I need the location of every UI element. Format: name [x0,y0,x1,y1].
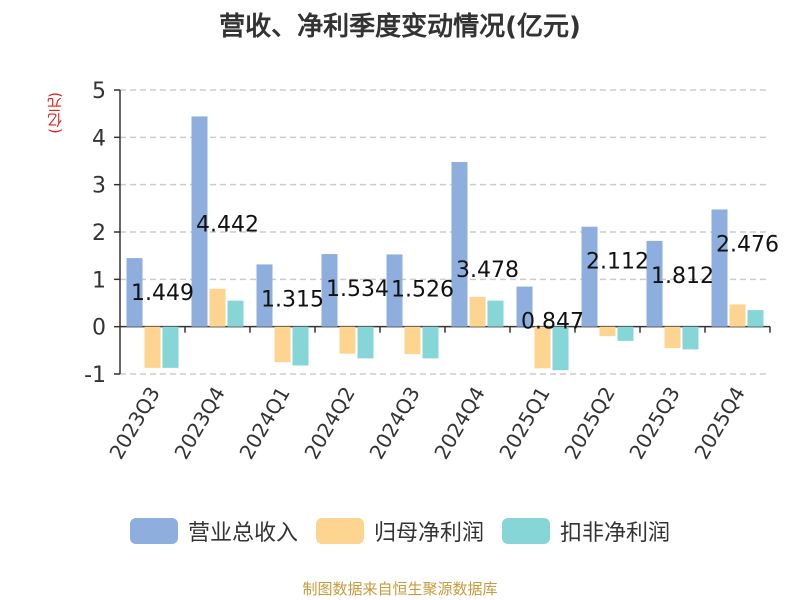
x-tick-label: 2025Q3 [624,383,684,464]
x-tick-label: 2025Q2 [559,383,619,464]
x-tick-label: 2025Q4 [689,383,749,464]
legend-swatch-deducted-profit [502,518,550,544]
bar-deducted-profit [227,300,244,327]
bar-net-profit [729,304,746,327]
data-label: 2.112 [586,250,649,275]
bar-net-profit [664,326,681,348]
bar-revenue [646,240,663,327]
legend-item-revenue[interactable]: 营业总收入 [129,515,298,547]
data-label: 2.476 [716,232,779,257]
x-tick-label: 2024Q1 [234,383,294,464]
bar-revenue [256,264,273,327]
x-tick-label: 2023Q4 [169,383,229,464]
y-tick-label: 2 [92,221,106,246]
x-tick-label: 2024Q3 [364,383,424,464]
x-tick-label: 2024Q4 [429,383,489,464]
x-tick-label: 2023Q3 [104,383,164,464]
bar-revenue [126,258,143,327]
bar-net-profit [534,326,551,369]
bar-net-profit [469,296,486,327]
data-label: 1.449 [131,281,194,306]
legend-label-revenue: 营业总收入 [187,521,298,546]
bar-deducted-profit [357,326,374,359]
bar-deducted-profit [292,326,309,366]
y-tick-label: 0 [92,316,106,341]
bar-deducted-profit [552,326,569,371]
bar-net-profit [209,288,226,327]
bar-deducted-profit [682,326,699,350]
y-tick-label: 4 [92,126,106,151]
bar-net-profit [339,326,356,354]
bar-deducted-profit [617,326,634,341]
bar-revenue [711,209,728,327]
data-label: 0.847 [521,310,584,335]
bar-net-profit [404,326,421,355]
data-label: 3.478 [456,258,519,283]
legend-swatch-net-profit [315,518,364,544]
bar-revenue [516,286,533,327]
bar-deducted-profit [747,310,764,327]
y-tick-label: -1 [84,363,106,388]
bar-revenue [581,226,598,327]
legend-label-deducted-profit: 扣非净利润 [560,521,671,546]
source-note: 制图数据来自恒生聚源数据库 [302,580,498,598]
chart-title: 营收、净利季度变动情况(亿元) [219,12,581,42]
bar-net-profit [144,326,161,368]
legend-item-net-profit[interactable]: 归母净利润 [315,515,484,547]
bar-net-profit [274,326,291,363]
data-label: 1.812 [651,264,714,289]
bar-revenue [321,254,338,327]
data-label: 1.315 [261,287,324,312]
legend-label-net-profit: 归母净利润 [373,521,484,546]
legend-swatch-revenue [129,518,178,544]
data-label: 1.534 [326,277,389,302]
bar-deducted-profit [162,326,179,368]
data-label: 1.526 [391,277,454,302]
x-tick-label: 2024Q2 [299,383,359,464]
y-tick-label: 5 [92,79,106,104]
legend: 营业总收入 归母净利润 扣非净利润 [0,515,800,547]
bar-revenue [191,116,208,327]
bar-deducted-profit [422,326,439,359]
data-label: 4.442 [196,212,259,237]
legend-item-deducted-profit[interactable]: 扣非净利润 [502,515,670,547]
bar-deducted-profit [487,300,504,327]
y-tick-label: 3 [92,174,106,199]
bar-revenue [386,254,403,327]
y-tick-label: 1 [92,268,106,293]
bar-net-profit [599,326,616,337]
x-tick-label: 2025Q1 [494,383,554,464]
bar-revenue [451,162,468,327]
